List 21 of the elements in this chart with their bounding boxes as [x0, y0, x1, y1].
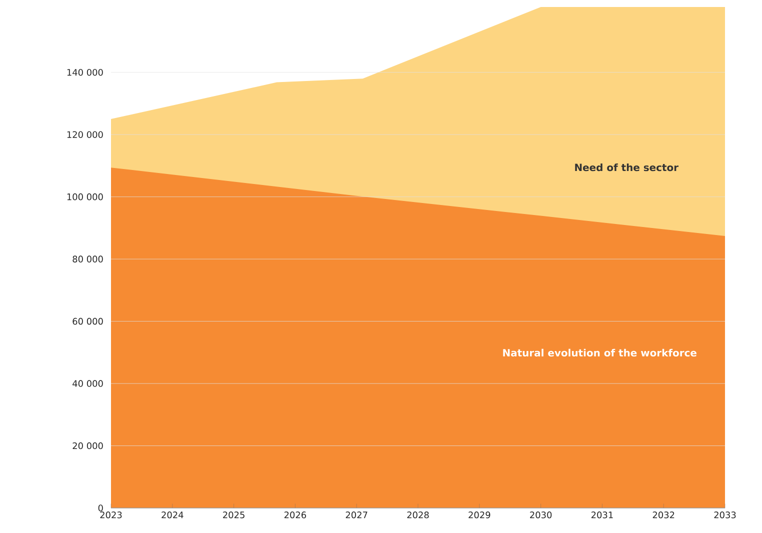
y-tick-label: 100 000	[67, 193, 103, 200]
y-tick-label: 140 000	[67, 68, 103, 76]
x-tick-label: 2027	[346, 512, 368, 518]
x-tick-label: 2031	[591, 512, 613, 518]
x-tick-label: 2028	[407, 512, 429, 518]
x-tick-label: 2033	[714, 512, 736, 518]
x-tick-label: 2023	[100, 512, 122, 518]
series-label: Need of the sector	[575, 163, 678, 172]
x-tick-label: 2024	[162, 512, 184, 518]
y-tick-label: 80 000	[72, 256, 103, 262]
y-tick-label: 60 000	[72, 318, 103, 325]
x-tick-label: 2032	[652, 512, 674, 518]
series-label: Natural evolution of the workforce	[503, 348, 696, 357]
x-tick-label: 2025	[223, 512, 244, 518]
x-tick-label: 2030	[530, 512, 552, 518]
y-tick-label: 120 000	[67, 131, 103, 138]
y-tick-label: 40 000	[72, 380, 103, 387]
y-tick-label: 0	[98, 504, 103, 512]
x-tick-label: 2026	[284, 512, 306, 518]
x-tick-label: 2029	[468, 512, 490, 518]
y-tick-label: 20 000	[72, 442, 103, 450]
